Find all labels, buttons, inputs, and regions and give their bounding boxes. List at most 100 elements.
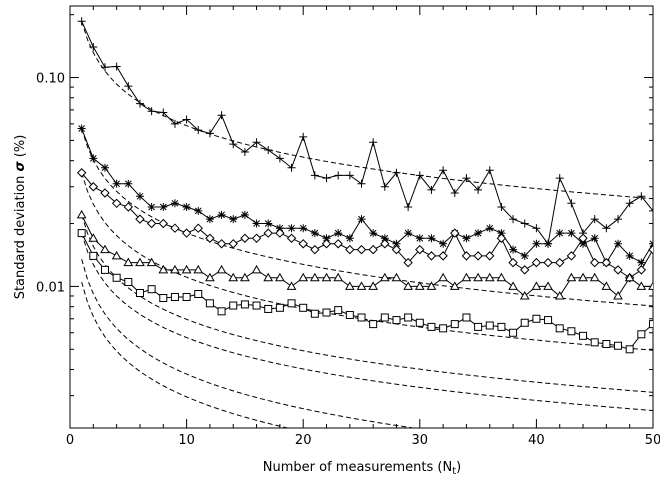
- data-point-square: [100, 265, 109, 274]
- data-point-asterisk: [567, 229, 576, 238]
- data-point-square: [112, 273, 121, 282]
- data-point-square: [322, 308, 331, 317]
- data-point-asterisk: [380, 234, 389, 243]
- data-point-asterisk: [509, 245, 518, 254]
- data-point-diamond: [380, 239, 390, 249]
- data-point-asterisk: [112, 179, 121, 188]
- data-point-plus: [205, 129, 214, 138]
- data-point-square: [357, 313, 366, 322]
- data-point-square: [579, 331, 588, 340]
- data-point-asterisk: [89, 154, 98, 163]
- data-point-diamond: [368, 244, 378, 255]
- data-point-triangle: [473, 272, 483, 282]
- data-point-triangle: [275, 272, 285, 282]
- data-point-triangle: [88, 233, 99, 242]
- data-point-plus: [170, 119, 179, 128]
- data-point-diamond: [123, 202, 134, 212]
- data-point-asterisk: [590, 234, 599, 243]
- data-point-plus: [415, 171, 424, 180]
- data-point-asterisk: [369, 229, 378, 238]
- x-tick-label: 0: [66, 433, 74, 448]
- data-point-asterisk: [520, 251, 529, 260]
- data-point-square: [334, 306, 343, 315]
- data-point-asterisk: [614, 239, 623, 248]
- data-point-triangle: [379, 272, 390, 282]
- data-point-square: [392, 316, 401, 325]
- data-point-square: [649, 320, 653, 329]
- data-point-diamond: [205, 233, 215, 243]
- data-point-plus: [625, 199, 634, 208]
- data-point-plus: [322, 174, 331, 183]
- data-point-triangle: [554, 290, 565, 300]
- data-point-triangle: [461, 272, 472, 282]
- reference-curve-4: [81, 214, 653, 393]
- data-point-triangle: [298, 272, 309, 282]
- data-point-square: [240, 300, 249, 309]
- data-point-triangle: [648, 281, 653, 290]
- data-point-diamond: [601, 257, 612, 268]
- data-point-diamond: [146, 218, 157, 229]
- data-point-diamond: [648, 244, 653, 255]
- data-point-plus: [275, 154, 284, 163]
- data-point-asterisk: [264, 219, 273, 228]
- data-point-diamond: [333, 239, 343, 249]
- series-triangle: [76, 209, 653, 300]
- data-point-triangle: [263, 272, 274, 282]
- data-point-asterisk: [345, 234, 354, 243]
- data-point-diamond: [216, 239, 227, 249]
- data-point-plus: [649, 206, 653, 215]
- data-point-square: [555, 324, 564, 333]
- data-point-diamond: [543, 257, 553, 268]
- data-point-triangle: [205, 272, 215, 282]
- data-point-triangle: [111, 250, 122, 260]
- data-point-plus: [380, 182, 389, 191]
- data-point-triangle: [531, 281, 542, 290]
- data-point-triangle: [589, 272, 600, 282]
- data-point-triangle: [508, 281, 518, 290]
- data-point-asterisk: [147, 202, 156, 211]
- data-point-triangle: [624, 272, 635, 282]
- data-point-plus: [100, 63, 109, 72]
- data-point-diamond: [181, 228, 192, 238]
- series-line-square: [81, 232, 653, 350]
- data-point-plus: [439, 166, 448, 175]
- data-point-plus: [299, 132, 308, 141]
- data-point-diamond: [589, 257, 600, 268]
- y-tick-label: 0.01: [36, 280, 65, 295]
- data-point-square: [159, 294, 168, 303]
- data-point-diamond: [426, 251, 437, 261]
- data-point-asterisk: [439, 239, 448, 248]
- y-axis-title-suffix: (%): [13, 135, 28, 162]
- data-point-square: [590, 338, 599, 347]
- x-tick-label: 30: [412, 433, 429, 448]
- data-point-asterisk: [135, 192, 144, 201]
- data-point-asterisk: [299, 224, 308, 233]
- data-point-asterisk: [485, 224, 494, 233]
- data-point-square: [275, 303, 284, 312]
- data-point-square: [602, 340, 611, 349]
- data-point-square: [404, 313, 413, 322]
- series-line-plus: [81, 21, 653, 246]
- data-point-asterisk: [182, 202, 191, 211]
- y-axis-title-symbol: σ: [13, 160, 28, 171]
- data-point-square: [299, 303, 308, 312]
- data-point-asterisk: [205, 215, 214, 224]
- data-point-diamond: [111, 198, 122, 209]
- data-point-asterisk: [544, 239, 553, 248]
- data-point-square: [345, 310, 354, 319]
- data-point-square: [89, 251, 98, 260]
- data-point-triangle: [368, 281, 379, 290]
- data-point-square: [625, 345, 634, 354]
- data-point-triangle: [566, 272, 577, 282]
- data-point-asterisk: [322, 234, 331, 243]
- data-point-asterisk: [497, 229, 506, 238]
- data-point-diamond: [321, 239, 332, 249]
- x-tick-label: 50: [645, 433, 660, 448]
- data-point-diamond: [391, 244, 402, 255]
- data-point-square: [427, 322, 436, 331]
- data-point-square: [567, 327, 576, 336]
- data-point-diamond: [578, 233, 588, 243]
- data-point-asterisk: [415, 234, 424, 243]
- x-axis-title-text: Number of measurements (N: [263, 460, 452, 475]
- data-point-diamond: [88, 182, 99, 192]
